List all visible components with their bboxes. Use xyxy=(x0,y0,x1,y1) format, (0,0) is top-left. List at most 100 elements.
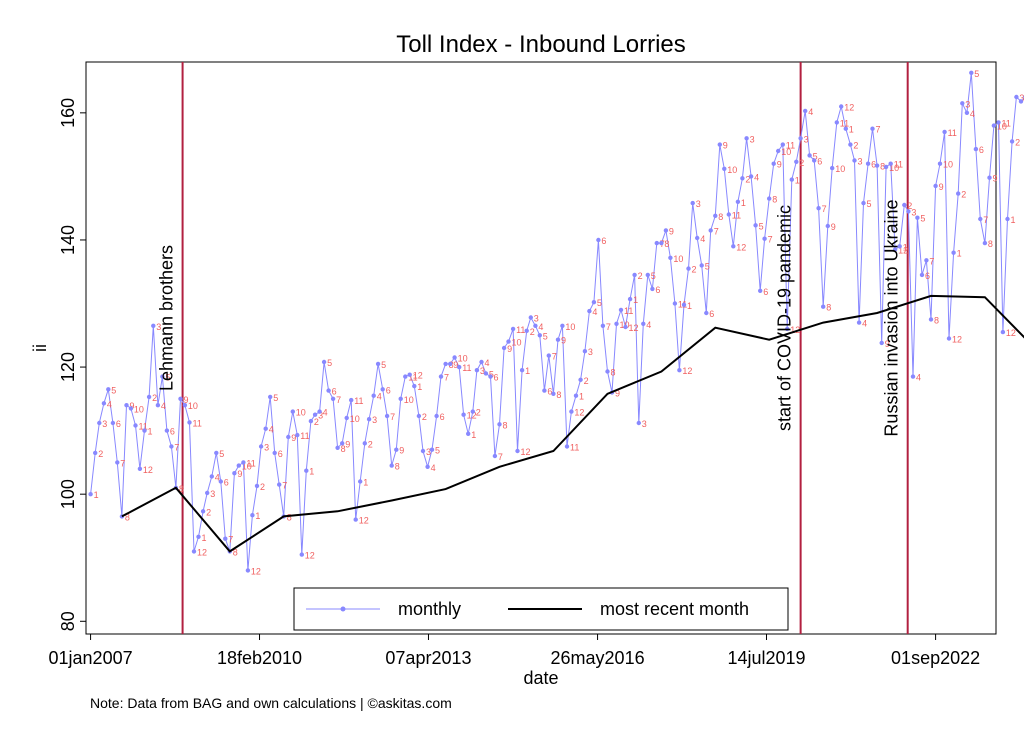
monthly-point xyxy=(573,393,579,398)
monthly-point xyxy=(933,183,938,189)
month-label: 6 xyxy=(440,412,445,422)
monthly-point xyxy=(164,428,170,433)
month-label: 7 xyxy=(983,215,988,225)
month-label: 11 xyxy=(894,160,903,170)
month-label: 12 xyxy=(521,447,531,457)
month-label: 8 xyxy=(988,239,993,249)
month-label: 3 xyxy=(480,366,485,376)
month-label: 10 xyxy=(512,338,522,348)
month-label: 6 xyxy=(547,387,552,397)
monthly-point xyxy=(982,240,988,246)
monthly-point xyxy=(744,136,749,141)
event-label: Russian invasion into Ukraine xyxy=(882,199,902,436)
month-label: 9 xyxy=(777,160,782,170)
month-label: 4 xyxy=(916,373,921,383)
month-label: 9 xyxy=(939,182,944,192)
monthly-point xyxy=(384,413,390,419)
monthly-point xyxy=(659,240,664,246)
monthly-point xyxy=(569,409,574,414)
monthly-point xyxy=(663,228,669,233)
month-label: 4 xyxy=(646,320,651,330)
event-label: Lehmann brothers xyxy=(157,245,177,391)
x-axis-label: date xyxy=(523,668,558,688)
month-label: 1 xyxy=(903,242,908,252)
monthly-point xyxy=(101,401,107,406)
monthly-point xyxy=(142,428,147,433)
month-label: 1 xyxy=(148,427,153,437)
monthly-point xyxy=(196,534,201,539)
monthly-point xyxy=(731,244,736,249)
monthly-point xyxy=(254,483,260,489)
month-label: 11 xyxy=(840,118,849,128)
monthly-point xyxy=(722,166,727,171)
monthly-point xyxy=(645,272,650,278)
month-label: 10 xyxy=(835,164,845,174)
monthly-point xyxy=(128,406,134,411)
monthly-point xyxy=(555,337,561,342)
month-label: 12 xyxy=(574,408,584,418)
month-label: 12 xyxy=(1006,328,1016,338)
monthly-point xyxy=(1018,99,1024,104)
monthly-point xyxy=(443,361,448,367)
month-label: 9 xyxy=(669,226,674,236)
monthly-point xyxy=(461,412,466,417)
month-label: 5 xyxy=(489,369,494,379)
monthly-point xyxy=(735,199,741,204)
x-tick-label: 26may2016 xyxy=(551,648,645,668)
month-label: 11 xyxy=(139,422,148,432)
month-label: 10 xyxy=(620,320,630,330)
monthly-point xyxy=(151,323,156,328)
month-label: 11 xyxy=(354,396,363,406)
month-label: 6 xyxy=(494,373,499,383)
monthly-point xyxy=(546,353,551,358)
monthly-point xyxy=(969,70,974,76)
monthly-point xyxy=(412,383,417,389)
month-label: 1 xyxy=(687,301,692,311)
month-label: 10 xyxy=(943,160,953,170)
monthly-point xyxy=(321,359,327,365)
monthly-point xyxy=(474,368,480,373)
month-label: 4 xyxy=(215,472,220,482)
month-label: 1 xyxy=(795,176,800,186)
monthly-point xyxy=(614,321,619,326)
month-label: 1 xyxy=(471,430,476,440)
monthly-point xyxy=(861,200,866,206)
monthly-point xyxy=(789,177,794,182)
month-label: 7 xyxy=(282,481,287,491)
month-label: 6 xyxy=(116,419,121,429)
monthly-point xyxy=(870,126,875,131)
month-label: 12 xyxy=(359,516,369,526)
monthly-point xyxy=(214,450,219,456)
monthly-point xyxy=(623,324,628,330)
monthly-point xyxy=(600,323,606,328)
month-label: 12 xyxy=(305,551,315,561)
monthly-point xyxy=(169,444,174,449)
month-label: 8 xyxy=(934,315,939,325)
month-label: 10 xyxy=(727,165,737,175)
month-label: 2 xyxy=(1015,137,1020,147)
toll-index-chart: Toll Index - Inbound Lorries ii date 801… xyxy=(30,31,1024,688)
month-label: 3 xyxy=(426,447,431,457)
monthly-point xyxy=(596,237,601,243)
monthly-point xyxy=(902,202,907,208)
monthly-point xyxy=(537,333,542,338)
month-label: 11 xyxy=(732,211,741,221)
month-label: 3 xyxy=(804,134,809,144)
plot-area: 80 100 120 140 160 01jan2007 18feb2010 07apr201… xyxy=(49,61,1024,668)
month-label: 5 xyxy=(651,271,656,281)
month-label: 6 xyxy=(817,157,822,167)
month-label: 11 xyxy=(408,373,417,383)
month-label: 7 xyxy=(714,226,719,236)
monthly-point xyxy=(946,336,952,341)
month-label: 2 xyxy=(692,265,697,275)
month-label: 11 xyxy=(300,431,309,441)
monthly-point xyxy=(330,396,336,401)
monthly-point xyxy=(340,441,345,446)
monthly-point xyxy=(942,129,947,135)
monthly-point xyxy=(137,466,143,471)
monthly-point xyxy=(960,101,965,106)
monthly-point xyxy=(304,468,309,473)
month-label: 3 xyxy=(642,419,647,429)
monthly-point xyxy=(825,223,830,229)
month-label: 12 xyxy=(844,103,854,113)
